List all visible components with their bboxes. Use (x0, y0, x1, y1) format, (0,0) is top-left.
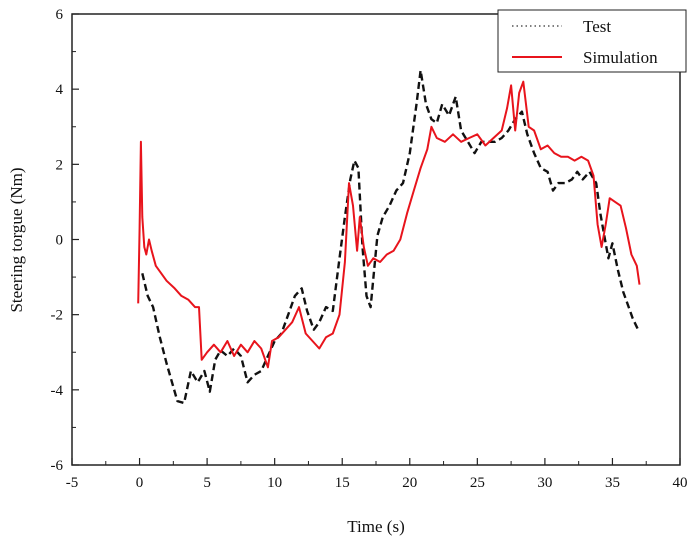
x-tick-label: 0 (136, 475, 144, 491)
x-tick-label: 15 (335, 475, 350, 491)
x-tick-label: 5 (203, 475, 211, 491)
y-tick-label: 0 (56, 233, 64, 249)
legend-label-test: Test (583, 17, 611, 36)
x-tick-labels: -5 0 5 10 15 20 25 30 35 40 (66, 475, 688, 491)
x-tick-label: 40 (673, 475, 688, 491)
y-axis-label: Steering torgue (Nm) (7, 167, 26, 312)
legend: Test Simulation (497, 9, 687, 73)
series-line-test (141, 69, 640, 405)
y-tick-label: -2 (51, 308, 64, 324)
series-line-simulation (137, 80, 641, 369)
y-tick-label: 4 (56, 82, 64, 98)
legend-box (497, 9, 687, 73)
y-tick-label: 6 (56, 7, 64, 23)
legend-label-simulation: Simulation (583, 48, 658, 67)
y-tick-labels: -6 -4 -2 0 2 4 6 (51, 7, 64, 474)
y-tick-label: 2 (56, 157, 64, 173)
x-axis-label: Time (s) (347, 517, 404, 536)
series-lines (137, 69, 641, 405)
x-tick-label: 20 (402, 475, 417, 491)
x-tick-label: 25 (470, 475, 485, 491)
x-tick-label: 30 (537, 475, 552, 491)
y-tick-label: -6 (51, 458, 64, 474)
x-tick-label: 10 (267, 475, 282, 491)
y-tick-label: -4 (51, 383, 64, 399)
axis-ticks (71, 13, 681, 466)
x-tick-label: -5 (66, 475, 79, 491)
x-tick-label: 35 (605, 475, 620, 491)
